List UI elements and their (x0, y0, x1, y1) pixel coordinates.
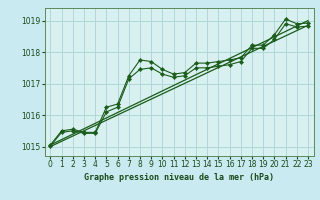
X-axis label: Graphe pression niveau de la mer (hPa): Graphe pression niveau de la mer (hPa) (84, 173, 274, 182)
